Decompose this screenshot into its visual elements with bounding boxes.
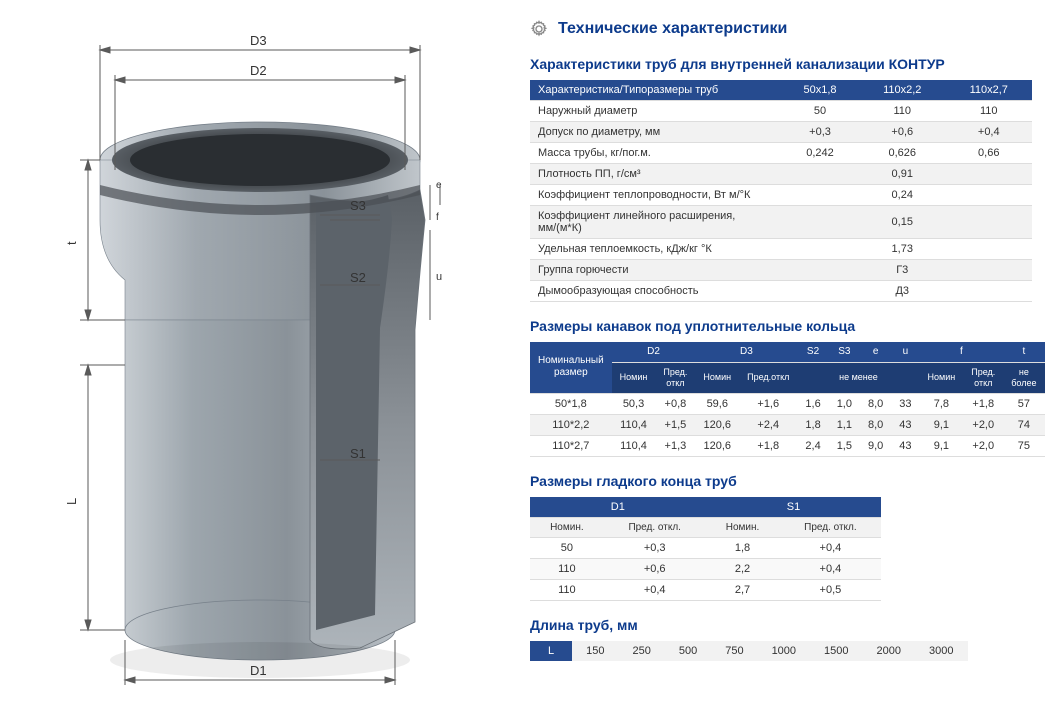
svg-text:S2: S2 [350,270,366,285]
svg-text:D2: D2 [250,63,267,78]
svg-text:S1: S1 [350,446,366,461]
svg-text:D3: D3 [250,33,267,48]
table-row: Группа горючестиГ3 [530,260,1032,281]
svg-text:e: e [436,180,442,191]
length-value: 150 [572,641,618,661]
table-header-cell: 110x2,2 [859,80,945,101]
table-row: Масса трубы, кг/пог.м.0,2420,6260,66 [530,143,1032,164]
table-row: 110+0,42,7+0,5 [530,579,881,600]
table-row: 110+0,62,2+0,4 [530,558,881,579]
length-value: 2000 [863,641,915,661]
grooves-table: Номинальный размерD2D3S2S3euftНоминПред.… [530,342,1045,457]
gear-icon [530,20,548,38]
svg-text:u: u [436,271,442,283]
table-row: 50*1,850,3+0,859,6+1,61,61,08,0337,8+1,8… [530,393,1045,414]
main-heading-text: Технические характеристики [558,20,787,38]
svg-text:f: f [436,212,439,223]
svg-text:L: L [64,498,79,505]
table2-title: Размеры канавок под уплотнительные кольц… [530,318,1032,334]
length-value: 750 [711,641,757,661]
lengths-row: L1502505007501000150020003000 [530,641,1032,661]
main-heading: Технические характеристики [530,20,1032,38]
table-row: Удельная теплоемкость, кДж/кг °К1,73 [530,239,1032,260]
table-row: Наружный диаметр50110110 [530,101,1032,122]
table-row: Плотность ПП, г/см³0,91 [530,164,1032,185]
table-row: 110*2,7110,4+1,3120,6+1,82,41,59,0439,1+… [530,435,1045,456]
length-value: 3000 [915,641,967,661]
length-value: 250 [618,641,664,661]
table-row: 50+0,31,8+0,4 [530,537,881,558]
table1-title: Характеристики труб для внутренней канал… [530,56,1032,72]
svg-text:D1: D1 [250,663,267,678]
table-header-cell: 50x1,8 [781,80,859,101]
length-label: L [530,641,572,661]
pipe-body [100,122,425,678]
length-value: 500 [665,641,711,661]
table-row: Допуск по диаметру, мм+0,3+0,6+0,4 [530,122,1032,143]
table-row: 110*2,2110,4+1,5120,6+2,41,81,18,0439,1+… [530,414,1045,435]
table-header-cell: 110x2,7 [946,80,1033,101]
table3-title: Размеры гладкого конца труб [530,473,1032,489]
table-header-cell: Характеристика/Типоразмеры труб [530,80,781,101]
length-value: 1000 [758,641,810,661]
smooth-end-table: D1S1Номин.Пред. откл.Номин.Пред. откл. 5… [530,497,881,601]
table-row: Коэффициент линейного расширения, мм/(м*… [530,206,1032,239]
svg-text:t: t [64,241,79,245]
table-row: Дымообразующая способностьД3 [530,281,1032,302]
lengths-title: Длина труб, мм [530,617,1032,633]
table-row: Коэффициент теплопроводности, Вт м/°К0,2… [530,185,1032,206]
length-value: 1500 [810,641,862,661]
characteristics-table: Характеристика/Типоразмеры труб50x1,8110… [530,80,1032,302]
pipe-diagram: D3 D2 D1 S3 S2 S1 t L e f u [20,20,500,703]
svg-text:S3: S3 [350,198,366,213]
